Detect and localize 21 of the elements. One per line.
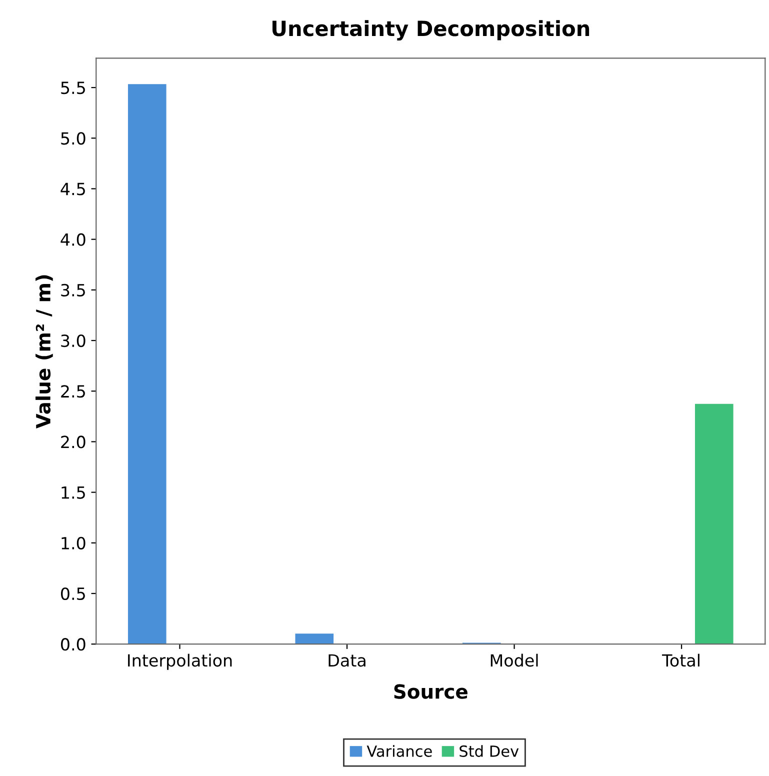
y-tick-label: 3.5 xyxy=(61,284,85,296)
x-tick-label: Interpolation xyxy=(128,654,232,670)
y-tick-label: 0.5 xyxy=(60,587,85,600)
y-tick-label: 1.5 xyxy=(62,486,85,499)
y-tick-label: 1.0 xyxy=(62,536,86,550)
y-tick-label: 4.0 xyxy=(60,233,86,246)
x-axis-title: Source xyxy=(394,684,468,699)
x-tick-label: Model xyxy=(490,654,538,667)
y-tick-label: 4.5 xyxy=(60,182,85,196)
x-tick-label: Total xyxy=(662,654,700,667)
y-tick-label: 3.0 xyxy=(61,334,86,348)
y-tick-label: 5.5 xyxy=(61,82,85,94)
y-tick-label: 0.0 xyxy=(60,638,86,651)
chart-title: Uncertainty Decomposition xyxy=(272,20,590,40)
x-tick-label: Data xyxy=(328,654,366,667)
y-tick-label: 2.0 xyxy=(61,436,86,448)
legend-label: Variance xyxy=(366,745,432,757)
y-tick-label: 2.5 xyxy=(61,385,85,398)
legend-label: Std Dev xyxy=(460,745,519,757)
y-axis-title: Value (m² / m) xyxy=(36,275,53,429)
y-tick-label: 5.0 xyxy=(61,132,86,145)
